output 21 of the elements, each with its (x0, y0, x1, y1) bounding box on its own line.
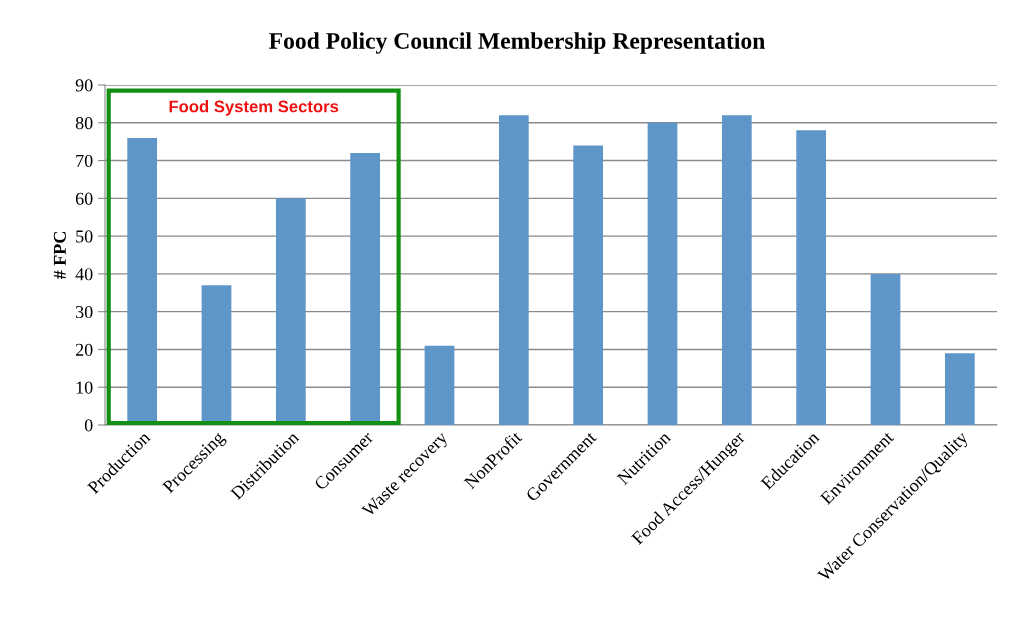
y-tick-label: 0 (84, 419, 93, 432)
bar (944, 353, 975, 425)
annotation: Food System Sectors (169, 100, 339, 116)
y-tick-label: 30 (76, 305, 93, 319)
y-tick-label: 40 (75, 268, 93, 281)
y-tick-label: 20 (75, 343, 93, 356)
bar (573, 145, 604, 425)
bar (721, 115, 752, 425)
y-tick-label: 70 (76, 154, 93, 167)
bar (498, 115, 529, 425)
y-tick-label: 60 (75, 192, 93, 205)
bar (870, 273, 901, 425)
y-tick-label: 90 (75, 79, 93, 92)
y-tick-label: 10 (76, 381, 93, 394)
y-tick-label: 50 (76, 230, 93, 243)
chart-title: Food Policy Council Membership Representation (269, 32, 765, 54)
y-tick-label: 80 (75, 117, 93, 130)
bar (424, 345, 455, 425)
y-axis-title: # FPC (53, 232, 66, 280)
bar (796, 130, 827, 425)
bar (647, 122, 678, 425)
